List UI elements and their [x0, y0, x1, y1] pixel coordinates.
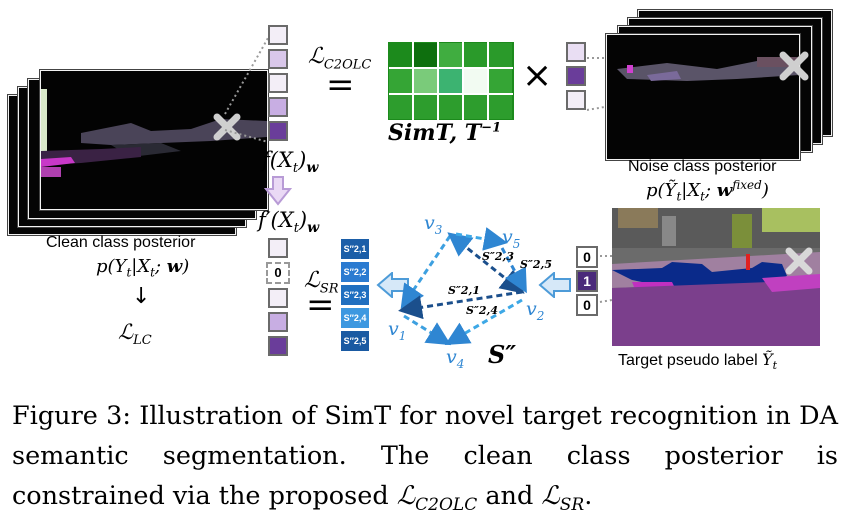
edge-label-s25: S″2,5: [520, 258, 552, 271]
hollow-left-arrow-icon-2: [538, 272, 571, 298]
graph-node-v1: v1: [388, 318, 407, 343]
graph-node-v5: v5: [502, 226, 521, 251]
multiplier-cell: [566, 66, 586, 86]
hollow-down-arrow-icon: [264, 176, 292, 206]
down-arrow-icon: ↓: [132, 284, 151, 309]
s-cell: S″2,3: [340, 284, 370, 306]
f-column-cell: [268, 73, 288, 93]
fprime-column-cell: [268, 288, 288, 308]
f-column-cell: [268, 121, 288, 141]
loss-lc-label: ℒLC: [118, 320, 152, 349]
simt-label: SimT, T−1: [388, 120, 502, 146]
noise-title: Noise class posterior: [628, 158, 777, 175]
s-matrix-label: S″: [488, 340, 517, 369]
target-pseudo-label-image: [612, 208, 820, 346]
graph-node-v3: v3: [424, 212, 443, 237]
fprime-output-column: 0: [266, 238, 292, 358]
s-cell: S″2,5: [340, 330, 370, 352]
binary-cell: 0: [576, 294, 598, 316]
noise-cross-icon: [779, 51, 809, 81]
s-cell: S″2,4: [340, 307, 370, 329]
multiplier-cell: [566, 42, 586, 62]
loss-c2olc-label: ℒC2OLC: [308, 44, 372, 73]
f-output-column: [268, 25, 288, 147]
fprime-column-cell: [268, 238, 288, 258]
edge-label-s23: S″2,3: [482, 250, 514, 263]
multiplier-cell: [566, 90, 586, 110]
binary-cell: 0: [576, 246, 598, 268]
f-column-cell: [268, 49, 288, 69]
target-cross-icon: [785, 247, 813, 275]
f-label: f(Xt)w: [262, 148, 319, 177]
s-cell: S″2,2: [340, 261, 370, 283]
noise-formula: p(Ỹt|Xt; wfixed): [646, 178, 769, 204]
clean-posterior-image: [40, 70, 268, 210]
pseudo-label-vector: 0 1 0: [576, 246, 598, 318]
edge-label-s24: S″2,4: [466, 304, 498, 317]
clean-formula: p(Yt|Xt; w): [96, 256, 190, 280]
simt-matrix: [388, 42, 514, 120]
loss-sr-label: ℒSR: [304, 268, 339, 297]
target-title: Target pseudo label Ỹt: [618, 350, 778, 373]
multiplier-column: [566, 42, 586, 114]
fprime-label: f′(Xt)w: [258, 208, 320, 237]
fprime-zero-cell: 0: [266, 262, 290, 284]
fprime-column-cell: [268, 312, 288, 332]
edge-label-s21: S″2,1: [448, 284, 480, 297]
s-column: S″2,1 S″2,2 S″2,3 S″2,4 S″2,5: [340, 238, 370, 354]
clean-title: Clean class posterior: [46, 234, 196, 251]
s-cell: S″2,1: [340, 238, 370, 260]
f-column-cell: [268, 97, 288, 117]
binary-cell: 1: [576, 270, 598, 292]
figure-caption: Figure 3: Illustration of SimT for novel…: [12, 401, 838, 516]
clean-cross-icon: [213, 113, 241, 141]
equals-sign: =: [326, 65, 355, 105]
f-column-cell: [268, 25, 288, 45]
graph-node-v4: v4: [446, 346, 465, 371]
noise-posterior-image: [606, 34, 800, 160]
fprime-column-cell: [268, 336, 288, 356]
similarity-graph: [398, 227, 527, 346]
times-symbol: ×: [522, 55, 553, 96]
equals-sign-sr: =: [306, 285, 335, 325]
graph-node-v2: v2: [526, 298, 545, 323]
